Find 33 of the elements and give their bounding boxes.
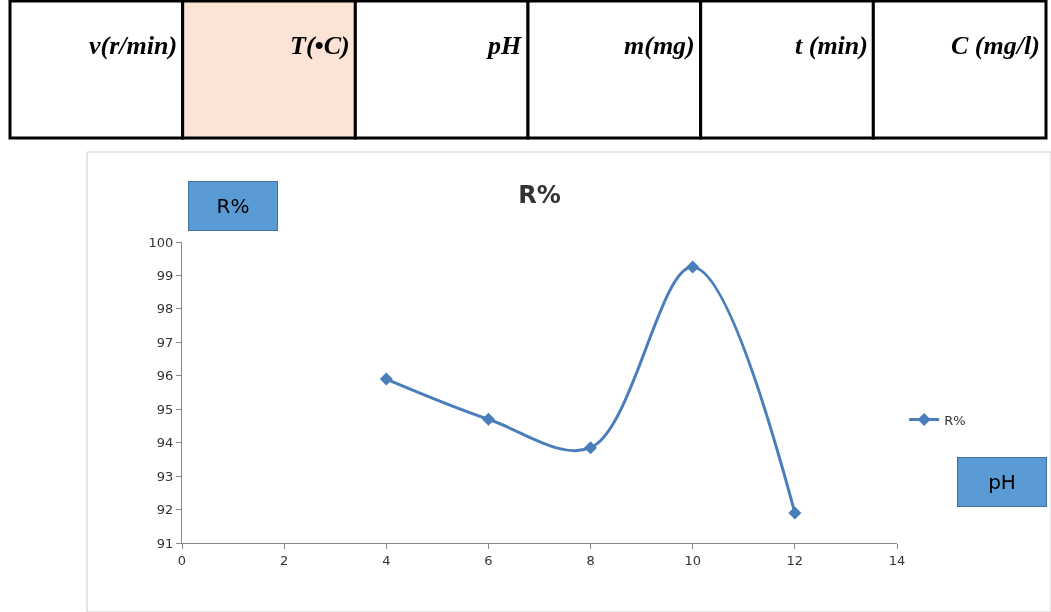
x-tick-label: 6 <box>484 552 493 568</box>
text: pH <box>486 31 522 60</box>
y-tick-label: 98 <box>156 301 174 317</box>
point <box>686 260 700 274</box>
y-tick-label: 97 <box>156 334 174 350</box>
legend-label: R% <box>944 412 966 428</box>
x-axis-title: pH <box>988 470 1016 494</box>
text: T(•C) <box>290 31 350 60</box>
y-tick-label: 99 <box>156 267 174 283</box>
y-tick-label: 94 <box>156 435 174 451</box>
text: m(mg) <box>624 31 695 60</box>
text: v(r/min) <box>89 31 178 60</box>
x-tick-label: 10 <box>684 552 701 568</box>
x-tick-label: 14 <box>888 552 906 568</box>
text: t (min) <box>795 31 868 60</box>
text: C (mg/l) <box>951 31 1040 60</box>
y-tick-label: 100 <box>148 234 174 250</box>
y-tick-label: 95 <box>156 401 174 417</box>
y-tick-label: 92 <box>156 502 174 518</box>
x-tick-label: 0 <box>177 552 187 568</box>
x-tick-label: 8 <box>586 552 595 568</box>
point <box>584 441 598 455</box>
point <box>788 506 802 520</box>
x-tick-label: 12 <box>786 552 804 568</box>
y-axis-title: R% <box>216 194 250 218</box>
y-tick-label: 96 <box>156 368 174 384</box>
x-tick-label: 2 <box>280 552 289 568</box>
point <box>379 372 393 386</box>
y-tick-label: 93 <box>156 468 174 484</box>
chart-title: R% <box>518 181 561 210</box>
x-tick-label: 4 <box>382 552 391 568</box>
y-tick-label: 91 <box>156 535 174 551</box>
point <box>481 412 495 426</box>
